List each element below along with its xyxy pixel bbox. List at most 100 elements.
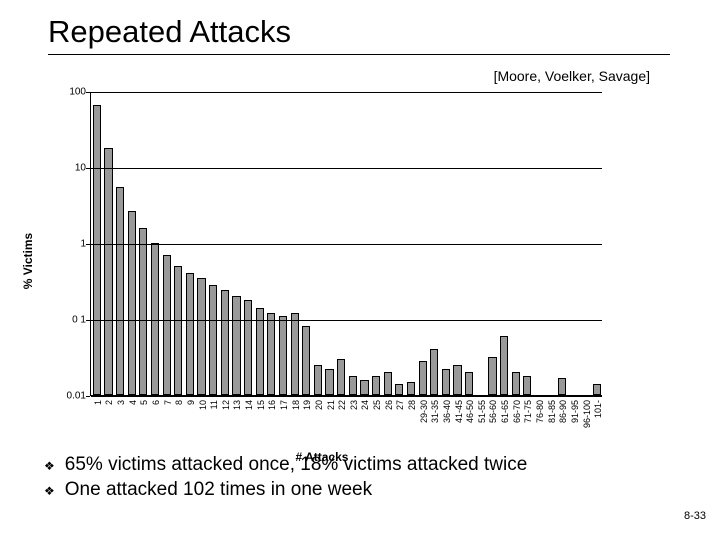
gridline bbox=[91, 92, 602, 93]
xtick-label: 19 bbox=[302, 400, 312, 410]
bar bbox=[325, 369, 333, 395]
xtick-label: 11 bbox=[209, 400, 219, 409]
xtick-label: 24 bbox=[360, 400, 370, 410]
xtick-label: 8 bbox=[174, 400, 184, 405]
xtick-label: 51-55 bbox=[477, 400, 487, 423]
bar bbox=[407, 382, 415, 395]
xtick-label: 5 bbox=[139, 400, 149, 405]
bar bbox=[186, 273, 194, 395]
gridline bbox=[91, 244, 602, 245]
bar bbox=[349, 376, 357, 395]
citation-text: [Moore, Voelker, Savage] bbox=[494, 68, 650, 84]
plot-area bbox=[90, 92, 602, 396]
xtick-label: 7 bbox=[163, 400, 173, 405]
list-item: ❖ One attacked 102 times in one week bbox=[44, 478, 670, 502]
slide-number: 8-33 bbox=[684, 510, 706, 522]
bar bbox=[116, 187, 124, 395]
xtick-label: 91-95 bbox=[570, 400, 580, 423]
bar bbox=[558, 378, 566, 396]
ytick-mark bbox=[86, 396, 90, 397]
xtick-label: 21 bbox=[326, 400, 336, 410]
bar bbox=[314, 365, 322, 395]
bullet-text: One attacked 102 times in one week bbox=[65, 478, 372, 502]
ytick-label: 0 1 bbox=[46, 315, 86, 326]
xtick-label: 22 bbox=[337, 400, 347, 410]
xtick-label: 3 bbox=[116, 400, 126, 405]
bar bbox=[302, 326, 310, 395]
bar bbox=[104, 148, 112, 395]
gridline bbox=[91, 168, 602, 169]
xtick-label: 4 bbox=[128, 400, 138, 405]
bar bbox=[244, 300, 252, 395]
bar bbox=[453, 365, 461, 395]
xtick-label: 25 bbox=[372, 400, 382, 410]
list-item: ❖ 65% victims attacked once, 18% victims… bbox=[44, 453, 670, 477]
xtick-label: 23 bbox=[349, 400, 359, 410]
xtick-label: 13 bbox=[232, 400, 242, 410]
xtick-label: 56-60 bbox=[488, 400, 498, 423]
xtick-label: 27 bbox=[395, 400, 405, 410]
ytick-mark bbox=[86, 320, 90, 321]
xtick-label: 101- bbox=[593, 400, 603, 418]
ytick-mark bbox=[86, 92, 90, 93]
bar bbox=[151, 243, 159, 395]
bar bbox=[523, 376, 531, 395]
xtick-label: 28 bbox=[407, 400, 417, 410]
bar bbox=[384, 372, 392, 395]
xtick-label: 6 bbox=[151, 400, 161, 405]
xtick-label: 18 bbox=[291, 400, 301, 410]
xtick-label: 12 bbox=[221, 400, 231, 410]
bar bbox=[512, 372, 520, 395]
bar bbox=[488, 357, 496, 395]
gridline bbox=[91, 396, 602, 397]
xtick-label: 31-35 bbox=[430, 400, 440, 423]
bar bbox=[139, 228, 147, 396]
bar bbox=[93, 105, 101, 395]
bar bbox=[209, 285, 217, 395]
xtick-label: 76-80 bbox=[535, 400, 545, 423]
xtick-label: 61-65 bbox=[500, 400, 510, 423]
bar bbox=[465, 372, 473, 395]
xtick-label: 71-75 bbox=[523, 400, 533, 423]
xtick-label: 1 bbox=[93, 400, 103, 405]
xtick-label: 26 bbox=[384, 400, 394, 410]
ytick-label: 0.01 bbox=[46, 391, 86, 402]
diamond-bullet-icon: ❖ bbox=[44, 458, 55, 475]
page-title: Repeated Attacks bbox=[48, 14, 291, 50]
bar bbox=[174, 266, 182, 395]
bar bbox=[128, 211, 136, 395]
bar bbox=[267, 313, 275, 395]
xtick-label: 81-85 bbox=[547, 400, 557, 423]
bar bbox=[279, 316, 287, 395]
bar bbox=[337, 359, 345, 395]
bar bbox=[372, 376, 380, 395]
y-axis-label: % Victims bbox=[21, 233, 35, 289]
bar bbox=[593, 384, 601, 395]
ytick-mark bbox=[86, 244, 90, 245]
bullet-list: ❖ 65% victims attacked once, 18% victims… bbox=[44, 453, 670, 505]
bar bbox=[291, 313, 299, 395]
xtick-label: 9 bbox=[186, 400, 196, 405]
bar bbox=[360, 380, 368, 396]
ytick-label: 100 bbox=[46, 87, 86, 98]
bar bbox=[197, 278, 205, 395]
ytick-label: 1 bbox=[46, 239, 86, 250]
xtick-label: 10 bbox=[198, 400, 208, 410]
xtick-label: 66-70 bbox=[512, 400, 522, 423]
xtick-label: 29-30 bbox=[419, 400, 429, 423]
bullet-text: 65% victims attacked once, 18% victims a… bbox=[65, 453, 528, 477]
xtick-label: 41-45 bbox=[454, 400, 464, 423]
diamond-bullet-icon: ❖ bbox=[44, 483, 55, 500]
bar bbox=[419, 361, 427, 395]
bar bbox=[442, 369, 450, 395]
xtick-label: 86-90 bbox=[558, 400, 568, 423]
ytick-mark bbox=[86, 168, 90, 169]
xtick-label: 17 bbox=[279, 400, 289, 410]
bar bbox=[395, 384, 403, 395]
xtick-label: 2 bbox=[104, 400, 114, 405]
xtick-label: 15 bbox=[256, 400, 266, 410]
gridline bbox=[91, 320, 602, 321]
xtick-label: 36-40 bbox=[442, 400, 452, 423]
xtick-label: 96-100 bbox=[582, 400, 592, 428]
bar bbox=[163, 255, 171, 395]
